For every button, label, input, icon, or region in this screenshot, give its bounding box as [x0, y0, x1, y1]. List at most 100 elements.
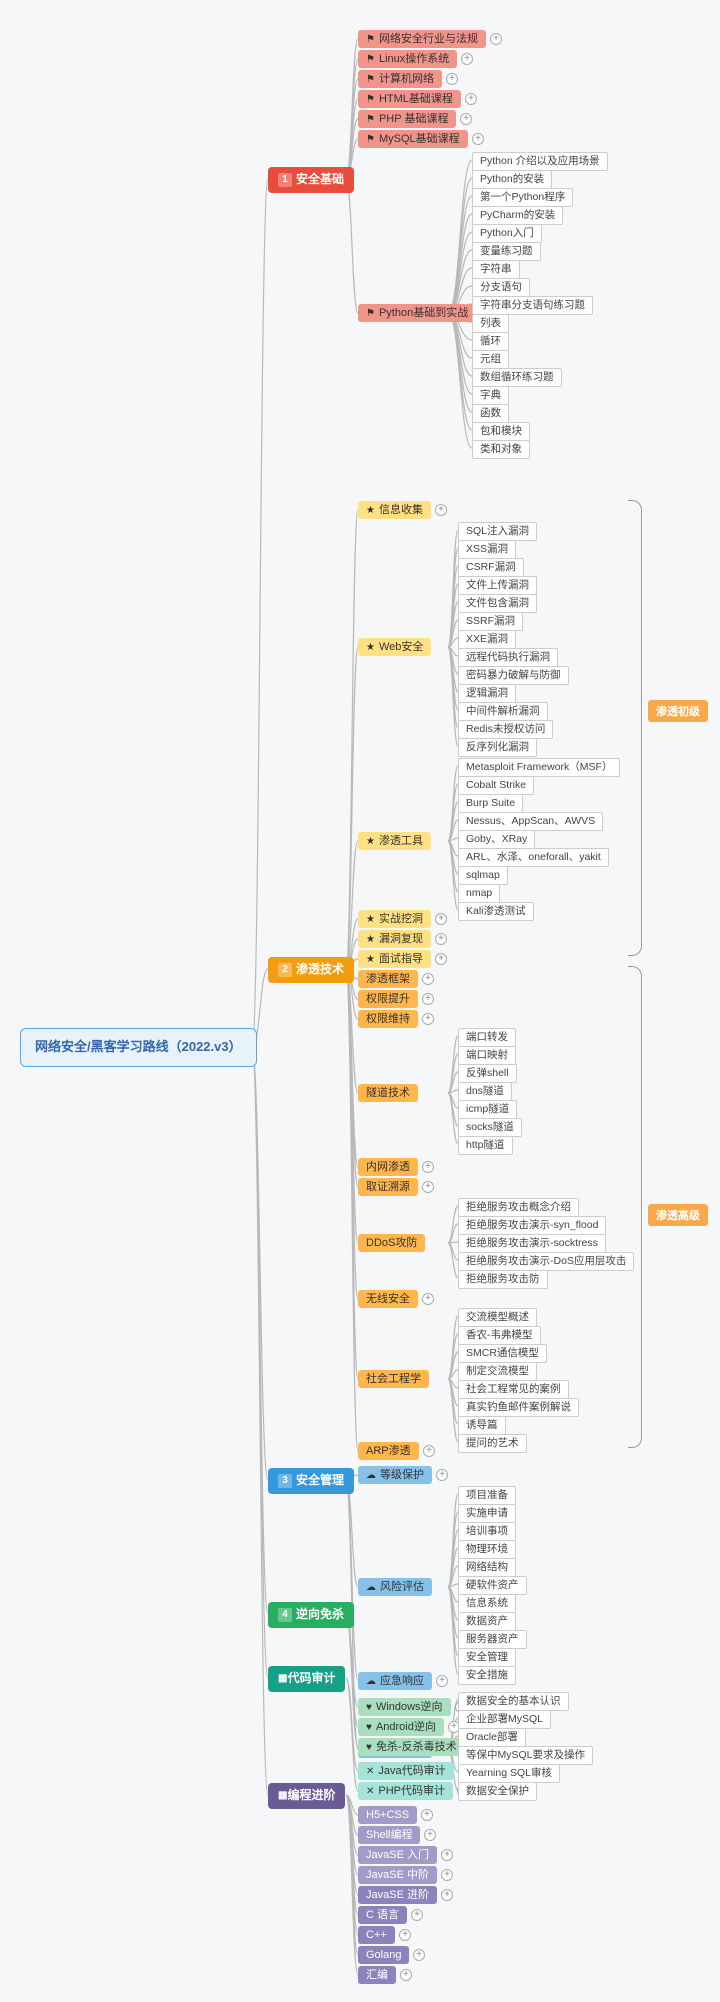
leaf-node[interactable]: XXE漏洞 [458, 630, 516, 649]
expand-icon[interactable]: + [436, 1675, 448, 1687]
sub-node[interactable]: 权限提升+ [358, 990, 418, 1008]
leaf-node[interactable]: 企业部署MySQL [458, 1710, 551, 1729]
leaf-node[interactable]: CSRF漏洞 [458, 558, 524, 577]
expand-icon[interactable]: + [490, 33, 502, 45]
leaf-node[interactable]: dns隧道 [458, 1082, 512, 1101]
leaf-node[interactable]: Goby、XRay [458, 830, 535, 849]
leaf-node[interactable]: 服务器资产 [458, 1630, 527, 1649]
sub-node[interactable]: C+++ [358, 1926, 395, 1944]
leaf-node[interactable]: 第一个Python程序 [472, 188, 573, 207]
leaf-node[interactable]: 制定交流模型 [458, 1362, 537, 1381]
leaf-node[interactable]: Python 介绍以及应用场景 [472, 152, 608, 171]
branch-b4[interactable]: 4逆向免杀 [268, 1602, 354, 1628]
expand-icon[interactable]: + [411, 1909, 423, 1921]
expand-icon[interactable]: + [413, 1949, 425, 1961]
leaf-node[interactable]: 字符串 [472, 260, 520, 279]
leaf-node[interactable]: SQL注入漏洞 [458, 522, 537, 541]
leaf-node[interactable]: 端口映射 [458, 1046, 516, 1065]
leaf-node[interactable]: 拒绝服务攻击概念介绍 [458, 1198, 579, 1217]
sub-node[interactable]: 内网渗透+ [358, 1158, 418, 1176]
leaf-node[interactable]: 密码暴力破解与防御 [458, 666, 569, 685]
leaf-node[interactable]: 数据安全的基本认识 [458, 1692, 569, 1711]
leaf-node[interactable]: icmp隧道 [458, 1100, 517, 1119]
sub-node[interactable]: JavaSE 进阶+ [358, 1886, 437, 1904]
sub-node[interactable]: ★漏洞复现+ [358, 930, 431, 948]
leaf-node[interactable]: 类和对象 [472, 440, 530, 459]
expand-icon[interactable]: + [461, 53, 473, 65]
leaf-node[interactable]: SSRF漏洞 [458, 612, 523, 631]
leaf-node[interactable]: 硬软件资产 [458, 1576, 527, 1595]
expand-icon[interactable]: + [422, 1181, 434, 1193]
expand-icon[interactable]: + [435, 504, 447, 516]
leaf-node[interactable]: PyCharm的安装 [472, 206, 563, 225]
leaf-node[interactable]: 数组循环练习题 [472, 368, 562, 387]
sub-node[interactable]: 权限维持+ [358, 1010, 418, 1028]
branch-b5[interactable]: ▦ 代码审计 [268, 1666, 345, 1692]
sub-node[interactable]: 取证溯源+ [358, 1178, 418, 1196]
expand-icon[interactable]: + [422, 1161, 434, 1173]
sub-node[interactable]: ♥Android逆向+ [358, 1718, 444, 1736]
leaf-node[interactable]: 函数 [472, 404, 509, 423]
leaf-node[interactable]: 包和模块 [472, 422, 530, 441]
expand-icon[interactable]: + [400, 1969, 412, 1981]
leaf-node[interactable]: 分支语句 [472, 278, 530, 297]
leaf-node[interactable]: Nessus、AppScan、AWVS [458, 812, 603, 831]
leaf-node[interactable]: 反序列化漏洞 [458, 738, 537, 757]
expand-icon[interactable]: + [472, 133, 484, 145]
sub-node[interactable]: JavaSE 入门+ [358, 1846, 437, 1864]
branch-b6[interactable]: ▦ 编程进阶 [268, 1783, 345, 1809]
sub-node[interactable]: ⚑MySQL基础课程+ [358, 130, 468, 148]
expand-icon[interactable]: + [436, 1469, 448, 1481]
sub-node[interactable]: ★面试指导+ [358, 950, 431, 968]
sub-node[interactable]: ♥免杀-反杀毒技术+ [358, 1738, 465, 1756]
sub-node[interactable]: C 语言+ [358, 1906, 407, 1924]
leaf-node[interactable]: 信息系统 [458, 1594, 516, 1613]
leaf-node[interactable]: 字典 [472, 386, 509, 405]
leaf-node[interactable]: XSS漏洞 [458, 540, 516, 559]
leaf-node[interactable]: 变量练习题 [472, 242, 541, 261]
sub-node[interactable]: 无线安全+ [358, 1290, 418, 1308]
expand-icon[interactable]: + [399, 1929, 411, 1941]
leaf-node[interactable]: 拒绝服务攻击演示-socktress [458, 1234, 606, 1253]
leaf-node[interactable]: 循环 [472, 332, 509, 351]
expand-icon[interactable]: + [435, 953, 447, 965]
branch-b3[interactable]: 3安全管理 [268, 1468, 354, 1494]
leaf-node[interactable]: 拒绝服务攻击演示-syn_flood [458, 1216, 606, 1235]
expand-icon[interactable]: + [422, 1013, 434, 1025]
leaf-node[interactable]: 文件包含漏洞 [458, 594, 537, 613]
leaf-node[interactable]: 培训事项 [458, 1522, 516, 1541]
expand-icon[interactable]: + [435, 933, 447, 945]
leaf-node[interactable]: 元组 [472, 350, 509, 369]
leaf-node[interactable]: 诱导篇 [458, 1416, 506, 1435]
sub-node[interactable]: ⚑网络安全行业与法规+ [358, 30, 486, 48]
leaf-node[interactable]: ARL、水泽、oneforall、yakit [458, 848, 609, 867]
leaf-node[interactable]: 字符串分支语句练习题 [472, 296, 593, 315]
sub-node[interactable]: ⚑Python基础到实战 [358, 304, 476, 322]
sub-node[interactable]: ☁等级保护+ [358, 1466, 432, 1484]
expand-icon[interactable]: + [446, 73, 458, 85]
sub-node[interactable]: ★渗透工具 [358, 832, 431, 850]
sub-node[interactable]: H5+CSS+ [358, 1806, 417, 1824]
leaf-node[interactable]: Redis未授权访问 [458, 720, 553, 739]
branch-b1[interactable]: 1安全基础 [268, 167, 354, 193]
leaf-node[interactable]: Burp Suite [458, 794, 523, 813]
sub-node[interactable]: ⚑PHP 基础课程+ [358, 110, 456, 128]
leaf-node[interactable]: 交流模型概述 [458, 1308, 537, 1327]
leaf-node[interactable]: 逻辑漏洞 [458, 684, 516, 703]
expand-icon[interactable]: + [422, 1293, 434, 1305]
sub-node[interactable]: DDoS攻防 [358, 1234, 425, 1252]
sub-node[interactable]: ✕Java代码审计+ [358, 1762, 454, 1780]
root-node[interactable]: 网络安全/黑客学习路线（2022.v3） [20, 1028, 257, 1067]
sub-node[interactable]: JavaSE 中阶+ [358, 1866, 437, 1884]
leaf-node[interactable]: Kali渗透测试 [458, 902, 534, 921]
sub-node[interactable]: ⚑计算机网络+ [358, 70, 442, 88]
leaf-node[interactable]: 安全管理 [458, 1648, 516, 1667]
sub-node[interactable]: Golang+ [358, 1946, 409, 1964]
expand-icon[interactable]: + [435, 913, 447, 925]
leaf-node[interactable]: 拒绝服务攻击防 [458, 1270, 548, 1289]
sub-node[interactable]: 渗透框架+ [358, 970, 418, 988]
leaf-node[interactable]: Python入门 [472, 224, 542, 243]
expand-icon[interactable]: + [441, 1889, 453, 1901]
expand-icon[interactable]: + [441, 1869, 453, 1881]
leaf-node[interactable]: 社会工程常见的案例 [458, 1380, 569, 1399]
